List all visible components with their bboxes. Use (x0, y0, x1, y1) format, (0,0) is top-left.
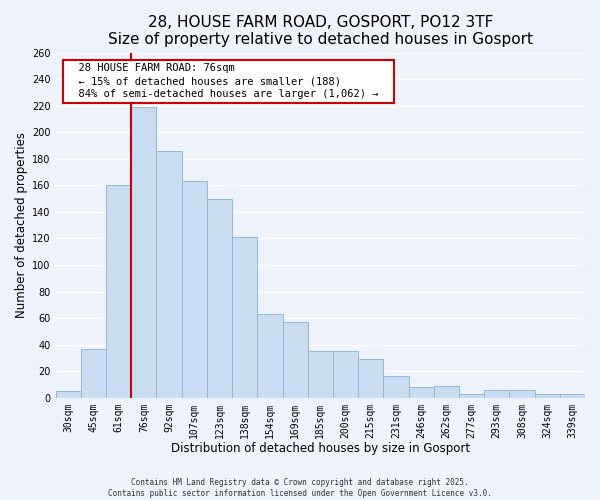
Y-axis label: Number of detached properties: Number of detached properties (15, 132, 28, 318)
Bar (358, 359, 383, 398)
Bar (509, 390, 535, 398)
Bar (207, 198, 232, 398)
Text: Contains HM Land Registry data © Crown copyright and database right 2025.
Contai: Contains HM Land Registry data © Crown c… (108, 478, 492, 498)
Bar (333, 352, 358, 398)
Bar (131, 107, 157, 398)
Bar (157, 151, 182, 398)
Bar (409, 387, 434, 398)
Bar (560, 394, 585, 398)
X-axis label: Distribution of detached houses by size in Gosport: Distribution of detached houses by size … (171, 442, 470, 455)
Bar (459, 394, 484, 398)
Text: 28 HOUSE FARM ROAD: 76sqm
  ← 15% of detached houses are smaller (188)
  84% of : 28 HOUSE FARM ROAD: 76sqm ← 15% of detac… (66, 63, 391, 100)
Bar (484, 390, 509, 398)
Bar (257, 314, 283, 398)
Title: 28, HOUSE FARM ROAD, GOSPORT, PO12 3TF
Size of property relative to detached hou: 28, HOUSE FARM ROAD, GOSPORT, PO12 3TF S… (108, 15, 533, 48)
Bar (434, 386, 459, 398)
Bar (535, 394, 560, 398)
Bar (383, 376, 409, 398)
Bar (232, 237, 257, 398)
Bar (56, 391, 81, 398)
Bar (182, 182, 207, 398)
Bar (308, 352, 333, 398)
Bar (106, 186, 131, 398)
Bar (81, 348, 106, 398)
Bar (283, 322, 308, 398)
